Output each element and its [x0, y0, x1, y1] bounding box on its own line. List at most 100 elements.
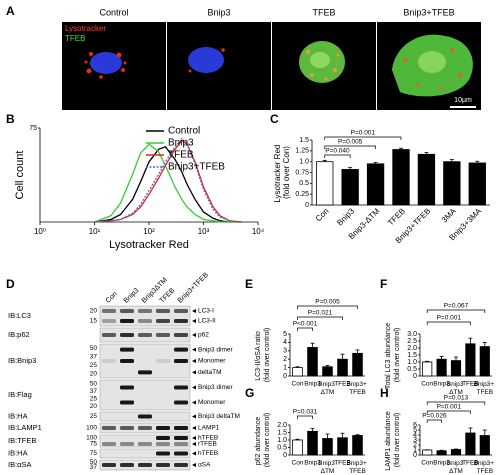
- blot-band: [120, 309, 134, 313]
- lysosomes: [306, 50, 340, 81]
- blot-band: [120, 333, 134, 337]
- blot-band: [138, 414, 152, 419]
- blot-band: [174, 426, 188, 430]
- significance-bracket: [324, 154, 351, 158]
- lane-label: TFEB: [159, 287, 177, 305]
- x-tick-label: 10⁰: [34, 227, 46, 236]
- marker-label: 50: [90, 380, 98, 387]
- antibody-label: IB:TFEB: [8, 436, 36, 445]
- antibody-label: IB:LC3: [8, 311, 31, 320]
- significance-bracket: [297, 316, 343, 320]
- blot-band: [156, 442, 170, 446]
- antibody-label: IB:HA: [8, 448, 28, 457]
- blot-band: [174, 451, 188, 456]
- bar: [322, 438, 333, 456]
- bar: [341, 169, 359, 206]
- blot-band: [156, 436, 170, 440]
- nucleus: [310, 52, 330, 68]
- y-axis-label: Lysotracker Red (fold over Con): [273, 142, 291, 202]
- bar: [436, 450, 447, 456]
- significance-bracket: [324, 136, 402, 140]
- blot-band: [174, 309, 188, 313]
- y-tick-label: 2.5: [407, 338, 417, 345]
- x-tick-label: Bnip3 ΔTM: [318, 381, 336, 396]
- p-value-label: P=0.021: [308, 310, 333, 317]
- y-tick-label: 3.0: [407, 331, 417, 338]
- blot-band: [156, 359, 170, 363]
- stain-label: Lysotracker: [65, 24, 106, 33]
- scale-bar-label: 10μm: [454, 97, 472, 104]
- blot-band: [120, 442, 134, 446]
- marker-label: 25: [90, 395, 98, 402]
- bar: [337, 437, 348, 456]
- column-label: Bnip3+TFEB: [403, 7, 454, 17]
- x-tick-label: TFEB: [386, 207, 407, 228]
- x-tick-label: TFEB: [462, 460, 479, 467]
- legend-label: Bnip3+TFEB: [168, 162, 225, 173]
- histogram-line: [94, 146, 242, 223]
- blot-band: [102, 359, 116, 363]
- p-value-label: P=0.067: [444, 303, 469, 310]
- x-tick-label: TFEB: [334, 381, 351, 388]
- x-tick-label: Bnip3: [433, 381, 450, 388]
- band-label: Monomer: [198, 399, 226, 406]
- y-tick-label: 2.0: [407, 345, 417, 352]
- band-arrow: [192, 436, 196, 440]
- y-tick-label: 5: [413, 427, 417, 434]
- blot-band: [138, 426, 152, 430]
- bar: [450, 360, 462, 377]
- lysosomes: [84, 52, 127, 79]
- bar: [479, 346, 490, 377]
- band-label: LC3-II: [198, 318, 216, 325]
- band-arrow: [192, 426, 196, 430]
- band-label: Bnip3 deltaTM: [198, 413, 240, 420]
- blot-band: [102, 463, 116, 467]
- x-tick-label: 3MA: [440, 206, 458, 224]
- bar: [465, 432, 476, 456]
- y-tick-label: 2: [283, 356, 287, 363]
- band-label: LC3-I: [198, 308, 214, 315]
- antibody-label: IB:LAMP1: [8, 423, 42, 432]
- stain-label: TFEB: [65, 34, 85, 43]
- significance-bracket: [324, 145, 376, 149]
- y-tick-label: 4: [283, 339, 287, 346]
- x-tick-label: Con: [292, 381, 304, 388]
- antibody-label: IB:Bnip3: [8, 356, 36, 365]
- band-arrow: [192, 463, 196, 467]
- histogram-line: [94, 143, 242, 223]
- bar: [465, 343, 476, 377]
- p-value-label: P=0.031: [293, 409, 318, 416]
- panel-letter: C: [270, 112, 279, 126]
- x-tick-label: 10²: [143, 227, 155, 236]
- y-tick-label: 2.0: [277, 422, 287, 429]
- blot-band: [120, 463, 134, 467]
- blot-band: [138, 442, 152, 446]
- p-value-label: P<0.001: [293, 321, 318, 328]
- band-arrow: [192, 370, 196, 375]
- panel-letter: E: [245, 277, 253, 291]
- y-tick-label: 0: [413, 452, 417, 459]
- panel-letter: G: [245, 386, 254, 400]
- marker-label: 50: [90, 345, 98, 352]
- y-tick-label: 1.5: [299, 137, 309, 144]
- marker-label: 75: [90, 441, 98, 448]
- y-tick-label: 6: [413, 422, 417, 429]
- bar: [352, 352, 363, 377]
- p-value-label: P=0.001: [437, 404, 462, 411]
- marker-label: 75: [90, 450, 98, 457]
- x-tick-label: Con: [421, 381, 433, 388]
- y-tick-label: 0: [283, 452, 287, 459]
- y-tick-label: 3: [413, 437, 417, 444]
- y-axis-label: p62 abundance (fold over control): [255, 413, 271, 467]
- bar: [366, 163, 385, 206]
- y-tick-label: 1.5: [407, 352, 417, 359]
- band-arrow: [192, 359, 196, 363]
- significance-bracket: [297, 305, 358, 309]
- lane-label: Bnip3: [123, 287, 141, 305]
- blot-band: [174, 400, 188, 405]
- panel-letter: F: [380, 277, 387, 291]
- nucleus: [188, 47, 224, 73]
- blot-band: [102, 426, 116, 430]
- y-tick-label: 0: [413, 373, 417, 380]
- x-tick-label: 10¹: [89, 227, 101, 236]
